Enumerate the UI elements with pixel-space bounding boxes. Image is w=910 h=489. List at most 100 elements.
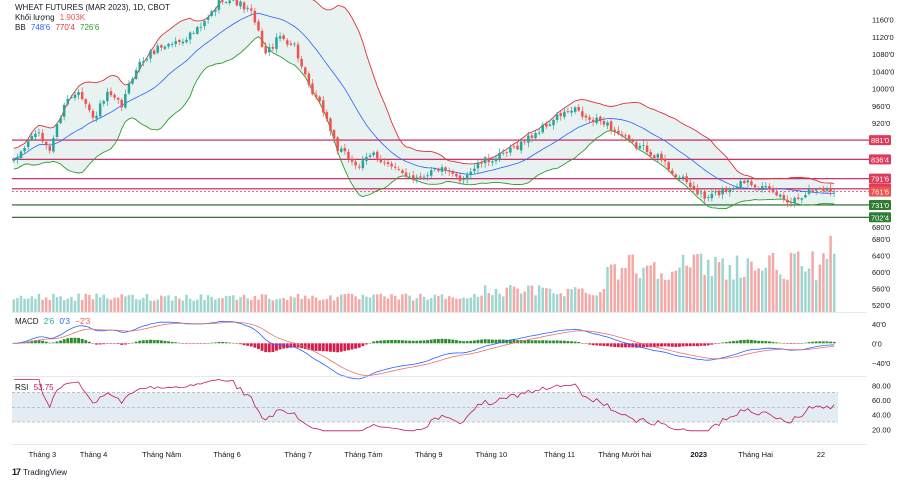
- candle-body: [638, 145, 642, 149]
- volume-bar: [23, 298, 26, 312]
- macd-hist-bar: [447, 339, 451, 344]
- candle-body: [678, 177, 681, 179]
- candle-body: [455, 173, 458, 177]
- macd-hist-bar: [393, 339, 397, 344]
- volume-bar: [73, 300, 77, 312]
- candle-body: [523, 141, 527, 143]
- macd-hist-bar: [264, 343, 268, 353]
- candle-body: [483, 157, 487, 164]
- macd-hist-bar: [91, 343, 95, 344]
- volume-bar: [192, 300, 195, 312]
- volume-bar: [127, 295, 131, 312]
- bb-label[interactable]: BB: [15, 23, 26, 32]
- candle-body: [588, 117, 591, 120]
- volume-bar: [239, 297, 242, 312]
- candle-body: [325, 112, 329, 120]
- macd-hist-bar: [451, 339, 455, 344]
- candle-body: [48, 146, 52, 151]
- rsi-label[interactable]: RSI: [15, 383, 29, 392]
- volume-bar: [804, 271, 807, 312]
- volume-bar: [685, 265, 688, 312]
- symbol-title[interactable]: WHEAT FUTURES (MAR 2023), 1D, CBOT: [15, 3, 170, 12]
- volume-bar: [710, 276, 714, 312]
- macd-hist-bar: [253, 343, 257, 348]
- macd-hist-bar: [767, 341, 771, 344]
- candle-body: [318, 96, 321, 102]
- macd-hist-bar: [267, 343, 271, 353]
- volume-bar: [224, 295, 228, 312]
- candle-body: [145, 59, 149, 61]
- macd-hist-bar: [778, 342, 782, 344]
- candle-body: [599, 116, 602, 122]
- candle-body: [52, 138, 55, 152]
- volume-bar: [649, 265, 652, 312]
- volume-bar: [106, 298, 109, 312]
- macd-label[interactable]: MACD: [15, 317, 39, 326]
- macd-hist-bar: [814, 341, 818, 344]
- volume-bar: [692, 254, 696, 312]
- macd-hist-bar: [757, 340, 761, 344]
- macd-hist-bar: [120, 343, 124, 345]
- macd-hist-bar: [595, 343, 599, 346]
- macd-hist-bar: [192, 343, 196, 344]
- volume-bar: [429, 298, 433, 312]
- volume-bar: [260, 294, 264, 312]
- candle-body: [591, 119, 595, 123]
- volume-bar: [523, 291, 527, 312]
- legend-volume-row: Khối lượng 1.903K: [15, 13, 88, 22]
- volume-bar: [196, 299, 199, 312]
- candle-body: [581, 111, 584, 117]
- time-axis-label: Tháng 4: [80, 450, 108, 459]
- candle-body: [368, 155, 372, 157]
- macd-hist-bar: [231, 342, 235, 344]
- volume-bar: [188, 298, 192, 312]
- candle-body: [573, 107, 577, 112]
- macd-hist-bar: [235, 343, 239, 344]
- volume-bar: [411, 300, 415, 312]
- macd-hist-bar: [361, 343, 365, 347]
- volume-bar: [257, 299, 260, 312]
- candle-body: [314, 94, 318, 98]
- volume-bar: [271, 300, 275, 312]
- candle-body: [685, 176, 688, 183]
- volume-bar: [764, 267, 768, 312]
- macd-hist-bar: [77, 337, 81, 344]
- macd-hist-bar: [364, 343, 368, 345]
- macd-hist-bar: [325, 343, 329, 352]
- volume-bar: [699, 253, 703, 312]
- volume-bar: [760, 270, 764, 312]
- volume-bar: [444, 298, 447, 312]
- macd-hist-bar: [649, 343, 653, 348]
- volume-bar: [584, 292, 588, 312]
- price-axis-tick: 1160'0: [872, 15, 894, 24]
- candle-body: [289, 43, 293, 45]
- volume-bar: [124, 296, 127, 312]
- candle-body: [663, 159, 667, 162]
- macd-hist-bar: [400, 340, 404, 344]
- candle-body: [512, 146, 516, 148]
- candle-body: [696, 188, 699, 195]
- volume-bar: [465, 298, 469, 312]
- candle-body: [357, 166, 361, 168]
- macd-hist-bar: [573, 341, 577, 344]
- volume-bar: [174, 296, 177, 312]
- volume-bar: [757, 268, 760, 312]
- candle-body: [465, 175, 469, 180]
- candle-body: [260, 30, 264, 47]
- candle-body: [393, 166, 397, 168]
- tradingview-logo[interactable]: 17 TradingView: [12, 467, 67, 477]
- volume-bar: [807, 268, 811, 312]
- candle-body: [296, 44, 300, 59]
- candle-body: [210, 11, 213, 16]
- volume-bar: [98, 297, 102, 312]
- candle-body: [545, 123, 548, 127]
- macd-hist-value: 2'6: [43, 317, 55, 326]
- macd-hist-bar: [771, 341, 775, 344]
- macd-hist-bar: [37, 340, 41, 344]
- volume-label[interactable]: Khối lượng: [15, 13, 55, 22]
- volume-bar: [537, 285, 541, 312]
- volume-bar: [491, 295, 494, 312]
- candle-body: [724, 187, 728, 192]
- macd-hist-bar: [706, 343, 710, 346]
